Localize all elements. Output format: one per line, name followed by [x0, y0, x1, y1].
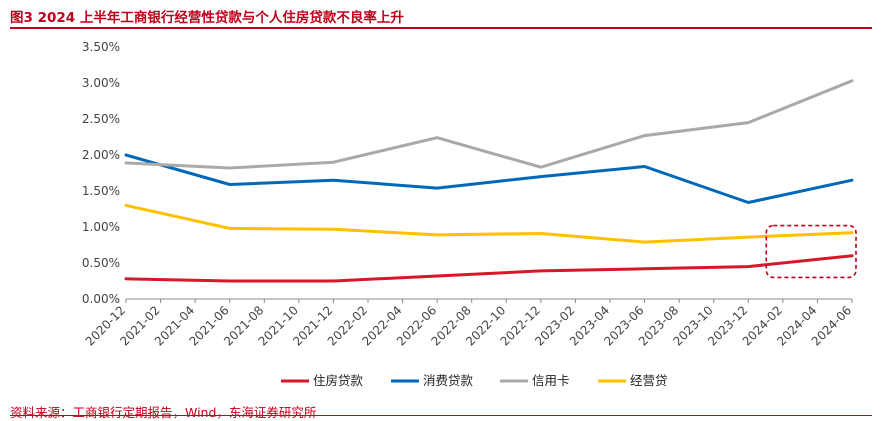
legend-label: 消费贷款 — [423, 373, 474, 388]
y-tick-label: 3.50% — [82, 40, 120, 54]
y-tick-label: 0.50% — [82, 256, 120, 270]
series-line-消费贷款 — [126, 155, 852, 203]
series-line-住房贷款 — [126, 256, 852, 281]
line-chart: 0.00% 0.50% 1.00% 1.50% 2.00% 2.50% 3.00% 3.50%… — [0, 0, 895, 400]
series-line-信用卡 — [126, 81, 852, 168]
legend-label: 经营贷 — [630, 373, 668, 388]
x-axis: 2020-122021-022021-042021-062021-082021-… — [83, 299, 854, 349]
source-divider — [10, 415, 872, 416]
y-tick-label: 3.00% — [82, 76, 120, 90]
y-tick-label: 2.00% — [82, 148, 120, 162]
legend: 住房贷款 消费贷款 信用卡 经营贷 — [281, 373, 668, 388]
y-axis: 0.00% 0.50% 1.00% 1.50% 2.00% 2.50% 3.00% 3.50% — [82, 40, 120, 306]
legend-label: 信用卡 — [532, 373, 570, 388]
y-tick-label: 1.00% — [82, 220, 120, 234]
y-tick-label: 0.00% — [82, 292, 120, 306]
series-layer — [126, 81, 852, 281]
series-line-经营贷 — [126, 205, 852, 242]
y-tick-label: 2.50% — [82, 112, 120, 126]
y-tick-label: 1.50% — [82, 184, 120, 198]
legend-label: 住房贷款 — [313, 373, 364, 388]
source-note: 资料来源：工商银行定期报告，Wind，东海证券研究所 — [10, 402, 316, 421]
